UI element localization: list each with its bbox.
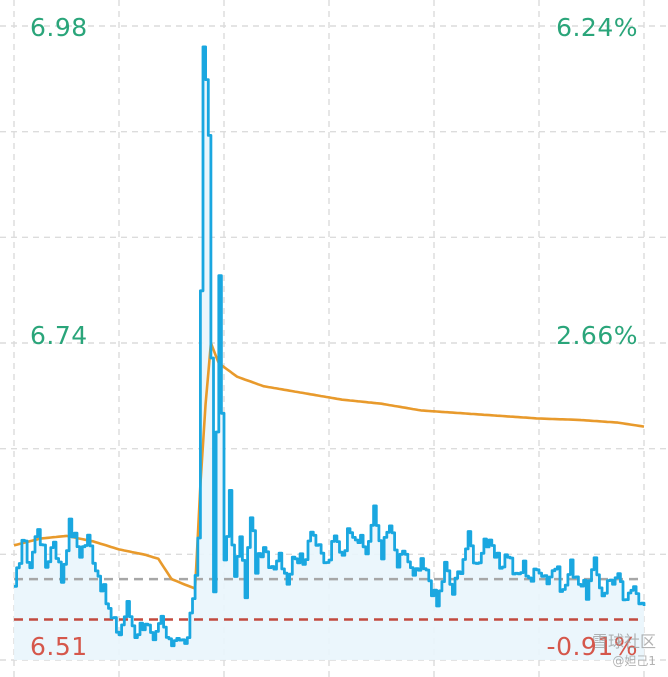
y-tick-left-top: 6.98 xyxy=(30,13,88,42)
y-tick-left-mid: 6.74 xyxy=(30,321,88,350)
price-area-fill xyxy=(14,46,644,660)
y-tick-right-mid: 2.66% xyxy=(556,321,638,350)
price-line xyxy=(14,45,646,648)
y-tick-right-top: 6.24% xyxy=(556,13,638,42)
y-tick-right-bottom: -0.91% xyxy=(546,632,638,661)
watermark-text: 雪球社区 xyxy=(591,632,656,651)
y-tick-left-bottom: 6.51 xyxy=(30,632,88,661)
average-price-line xyxy=(13,341,645,590)
watermark-subtext: @妲己1 xyxy=(612,654,656,668)
